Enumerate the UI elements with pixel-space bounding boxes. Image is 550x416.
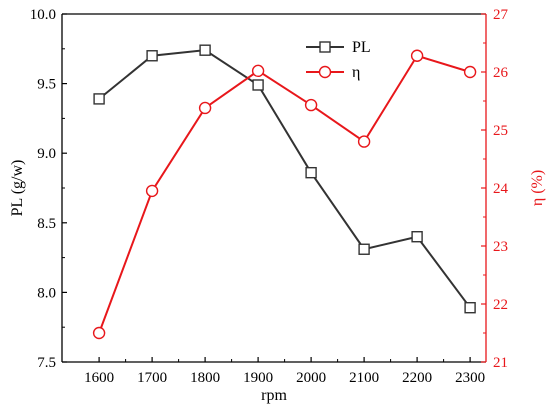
- data-point-square: [411, 231, 423, 243]
- left-y-tick-label: 8.0: [37, 285, 56, 301]
- left-axis-title: PL (g/w): [9, 160, 26, 217]
- legend-marker-circle: [318, 65, 332, 79]
- legend-label: η: [352, 64, 360, 81]
- right-axis-title: η (%): [529, 170, 546, 206]
- data-point-square: [305, 166, 317, 179]
- x-tick-label: 1800: [190, 370, 220, 386]
- data-point-square: [146, 50, 158, 62]
- legend: PL η: [306, 39, 371, 81]
- legend-label: PL: [352, 39, 371, 56]
- x-tick-label: 1700: [137, 370, 167, 386]
- left-y-tick-label: 8.5: [37, 216, 56, 232]
- series-line-pl: [98, 49, 471, 309]
- data-point-square: [199, 44, 211, 56]
- x-axis-title: rpm: [261, 387, 287, 404]
- x-tick-label: 2300: [455, 370, 485, 386]
- x-tick-label: 2000: [296, 370, 326, 386]
- right-y-tick-label: 25: [493, 123, 508, 139]
- right-y-tick-label: 27: [493, 7, 509, 23]
- data-point-square: [358, 243, 370, 255]
- data-point-square: [93, 93, 105, 105]
- x-tick-label: 2100: [349, 370, 379, 386]
- right-y-tick-label: 23: [493, 239, 508, 255]
- data-point-circle: [92, 326, 106, 340]
- right-y-tick-label: 22: [493, 297, 508, 313]
- data-point-square: [252, 79, 264, 91]
- left-y-tick-label: 9.0: [37, 146, 56, 162]
- left-y-tick-label: 9.5: [37, 77, 56, 93]
- series-line-eta: [98, 54, 471, 334]
- x-tick-label: 1900: [243, 370, 273, 386]
- x-tick-label: 1600: [84, 370, 114, 386]
- data-point-square: [464, 302, 476, 314]
- data-point-circle: [145, 184, 159, 198]
- data-point-circle: [463, 65, 477, 79]
- left-y-tick-label: 7.5: [37, 355, 56, 371]
- data-point-circle: [304, 98, 318, 112]
- left-y-tick-label: 10.0: [30, 7, 56, 23]
- data-point-circle: [198, 101, 212, 115]
- right-y-tick-label: 24: [493, 181, 509, 197]
- data-point-circle: [357, 135, 371, 148]
- right-y-tick-label: 26: [493, 65, 509, 81]
- legend-marker-square: [319, 41, 331, 53]
- right-y-tick-label: 21: [493, 355, 508, 371]
- x-tick-label: 2200: [402, 370, 432, 386]
- data-point-circle: [251, 64, 265, 78]
- data-point-circle: [410, 49, 424, 62]
- series-layer: [92, 44, 477, 340]
- axes: 1600 1700 1800 1900 2000 2100 2200 2300 7.5 8.0 8.…: [9, 7, 546, 404]
